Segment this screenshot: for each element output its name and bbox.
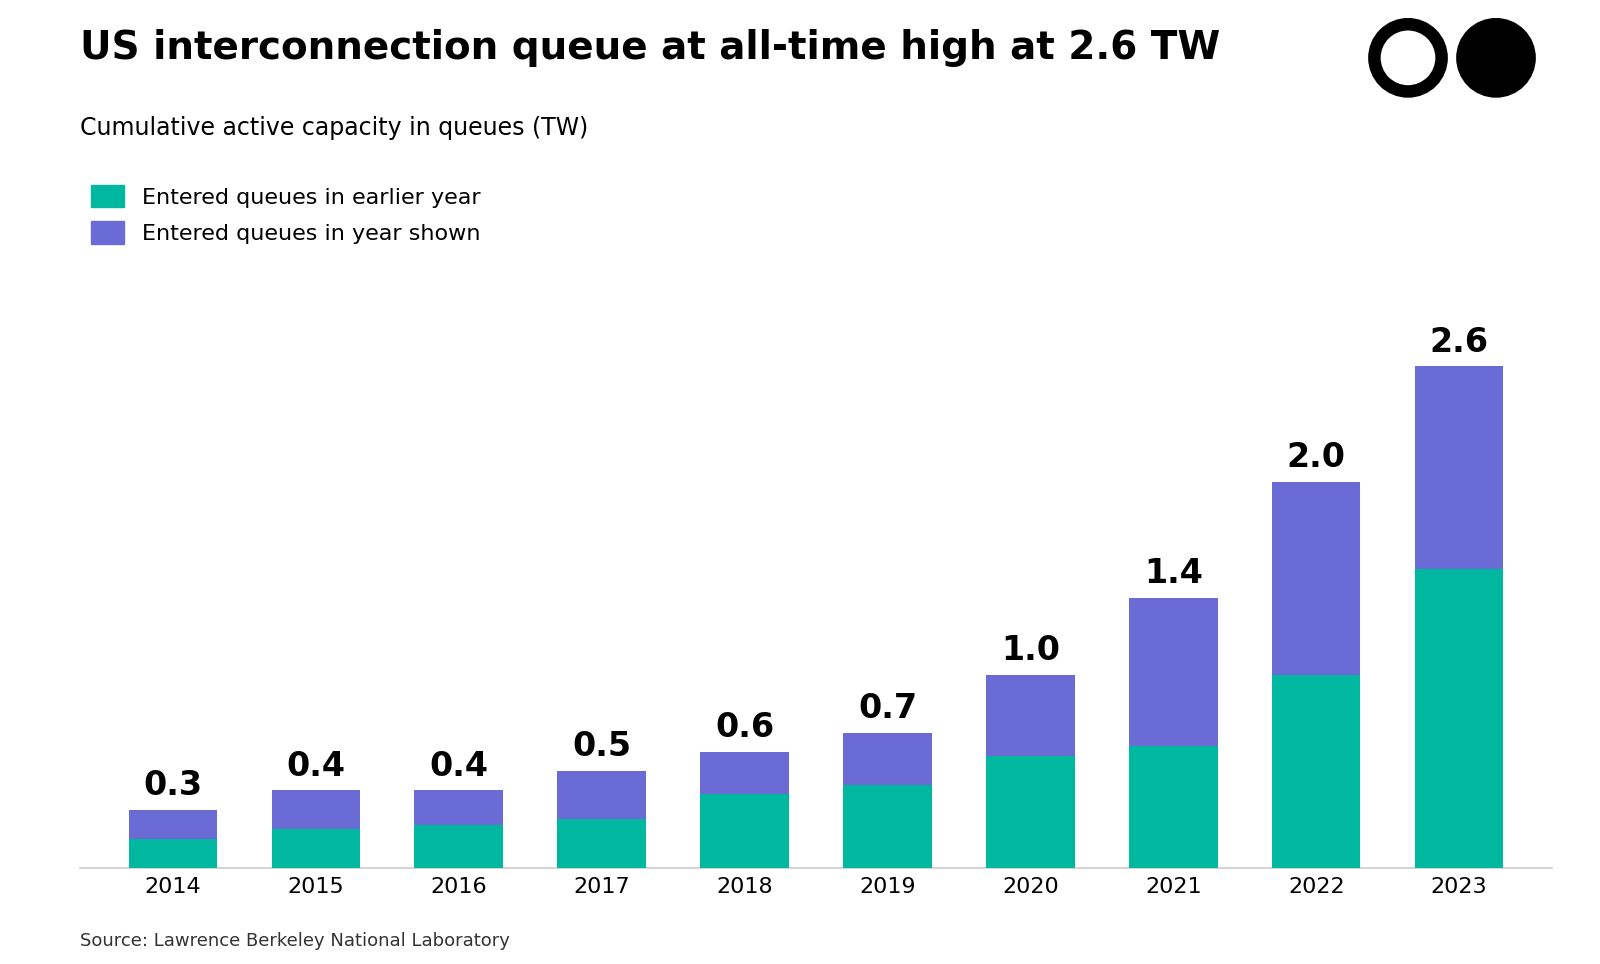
Text: 0.6: 0.6 — [715, 711, 774, 744]
Bar — [1272, 482, 1360, 675]
Text: 0.7: 0.7 — [858, 692, 917, 725]
Text: 0.4: 0.4 — [429, 750, 488, 783]
Bar — [986, 675, 1075, 756]
Legend: Entered queues in earlier year, Entered queues in year shown: Entered queues in earlier year, Entered … — [91, 185, 482, 244]
Bar — [414, 790, 502, 825]
Text: Cumulative active capacity in queues (TW): Cumulative active capacity in queues (TW… — [80, 116, 589, 140]
Bar — [128, 810, 218, 839]
Bar — [1130, 598, 1218, 746]
Bar — [557, 771, 646, 819]
Bar — [1414, 569, 1504, 868]
Bar — [128, 839, 218, 868]
Bar — [843, 733, 931, 785]
Circle shape — [1462, 24, 1530, 92]
Bar — [701, 794, 789, 868]
Bar — [272, 790, 360, 829]
Bar — [843, 785, 931, 868]
Bar — [557, 819, 646, 868]
Text: 1.0: 1.0 — [1002, 634, 1059, 667]
Bar — [272, 829, 360, 868]
Text: 2.6: 2.6 — [1430, 326, 1488, 359]
Bar — [701, 752, 789, 794]
Text: Source: Lawrence Berkeley National Laboratory: Source: Lawrence Berkeley National Labor… — [80, 931, 510, 950]
Text: 0.4: 0.4 — [286, 750, 346, 783]
Text: US interconnection queue at all-time high at 2.6 TW: US interconnection queue at all-time hig… — [80, 29, 1221, 67]
Text: 1.4: 1.4 — [1144, 557, 1203, 590]
Bar — [414, 825, 502, 868]
Bar — [1272, 675, 1360, 868]
Bar — [1414, 366, 1504, 569]
Text: 0.3: 0.3 — [144, 769, 203, 802]
Bar — [986, 756, 1075, 868]
Text: 0.5: 0.5 — [573, 731, 630, 763]
Bar — [1130, 746, 1218, 868]
Text: 2.0: 2.0 — [1286, 442, 1346, 474]
